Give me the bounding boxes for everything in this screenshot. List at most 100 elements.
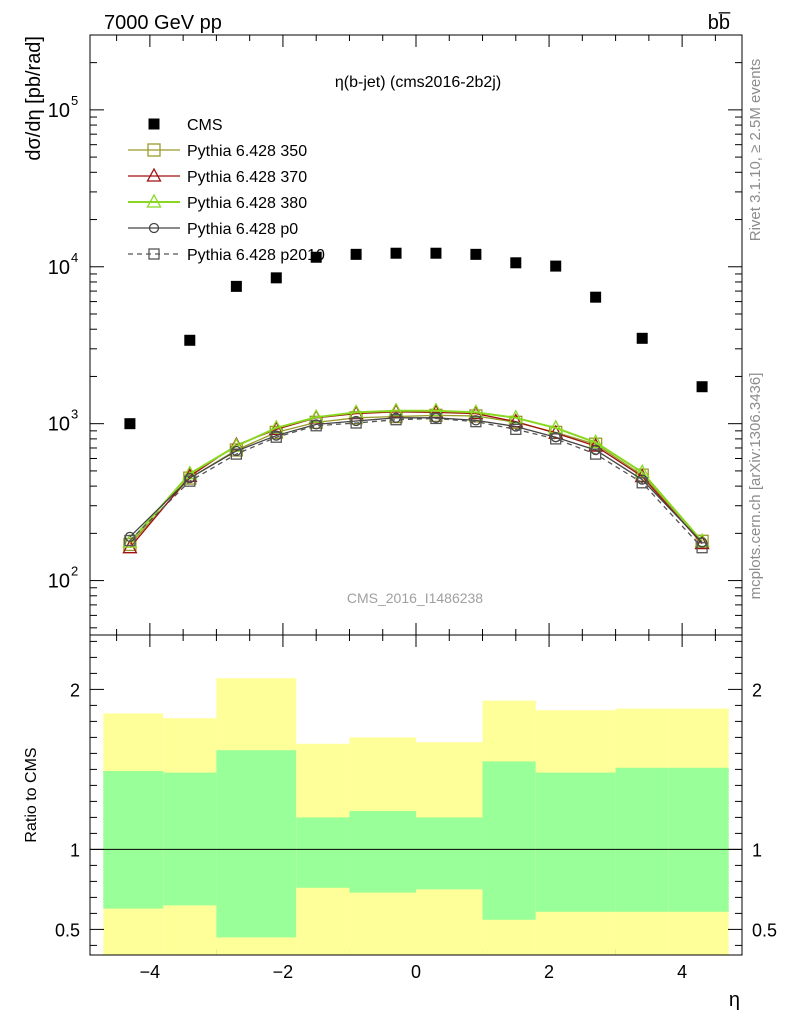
- cms-data-point: [550, 260, 562, 272]
- legend-marker: [146, 167, 162, 182]
- x-tick-label: 4: [677, 962, 687, 982]
- y-tick-label: 10: [48, 571, 70, 593]
- cms-data-point: [696, 381, 708, 393]
- ratio-y-tick-label: 0.5: [55, 920, 80, 940]
- inner-uncertainty-band: [349, 811, 416, 893]
- data-point-series-2: [548, 424, 564, 439]
- ratio-y-tick-label-right: 2: [752, 680, 762, 700]
- data-point-series-3: [428, 402, 444, 417]
- data-point-series-3: [388, 402, 404, 417]
- ratio-y-axis-label: Ratio to CMS: [23, 747, 40, 842]
- data-point-series-5: [184, 475, 196, 487]
- data-point-series-5: [636, 477, 648, 489]
- legend-marker: [148, 118, 160, 130]
- data-point-series-3: [508, 409, 524, 424]
- y-tick-exponent: 2: [71, 564, 78, 579]
- inner-uncertainty-band: [103, 771, 164, 909]
- inner-uncertainty-band: [416, 817, 483, 890]
- series-line-4: [129, 417, 703, 543]
- analysis-watermark: CMS_2016_I1486238: [347, 590, 483, 606]
- ratio-y-tick-label: 1: [70, 840, 80, 860]
- ratio-y-tick-label-right: 0.5: [752, 920, 777, 940]
- data-point-series-1: [123, 537, 137, 552]
- series-line-3: [129, 409, 703, 543]
- legend-label: Pythia 6.428 p0: [187, 221, 298, 238]
- cms-data-point: [636, 332, 648, 344]
- legend-marker: [146, 193, 162, 208]
- cms-data-point: [310, 251, 322, 263]
- data-point-series-5: [510, 423, 522, 436]
- ratio-plot-frame: [89, 634, 743, 956]
- series-line-5: [129, 417, 703, 549]
- data-point-series-5: [696, 542, 708, 554]
- series-line-1: [129, 414, 703, 545]
- cms-data-point: [590, 291, 602, 303]
- main-y-axis-label: dσ/dη [pb/rad]: [23, 36, 45, 161]
- data-point-series-3: [268, 419, 284, 434]
- inner-uncertainty-band: [216, 750, 297, 938]
- y-tick-label: 10: [48, 414, 70, 436]
- data-point-series-3: [122, 533, 138, 548]
- ratio-y-tick-label-right: 1: [752, 840, 762, 860]
- y-tick-exponent: 4: [71, 250, 78, 265]
- data-point-series-5: [589, 448, 602, 460]
- data-point-series-5: [310, 420, 322, 432]
- cms-data-point: [390, 247, 402, 259]
- x-tick-label: 2: [544, 962, 554, 982]
- cms-data-point: [510, 257, 522, 269]
- data-point-series-5: [124, 534, 136, 547]
- ratio-plot-area: −4 −2 0 2 4 0.5 0.5 1 1 2 2: [55, 640, 777, 982]
- inner-uncertainty-band: [163, 772, 217, 906]
- cms-data-point: [270, 272, 282, 284]
- cms-data-point: [124, 418, 136, 430]
- legend: CMS Pythia 6.428 350 Pythia 6.428 370 Pythi…: [128, 117, 325, 264]
- cms-data-point: [470, 248, 482, 260]
- mcplots-url-label: mcplots.cern.ch [arXiv:1306.3436]: [747, 373, 764, 600]
- header-process-label: bb̅: [708, 11, 731, 34]
- y-tick-exponent: 5: [71, 93, 78, 108]
- data-point-series-3: [588, 434, 604, 449]
- data-point-series-3: [694, 532, 710, 547]
- y-tick-label: 10: [48, 100, 70, 122]
- data-point-series-3: [468, 404, 484, 419]
- header-energy-label: 7000 GeV pp: [104, 12, 222, 34]
- series-line-2: [129, 411, 703, 549]
- data-point-series-5: [470, 416, 482, 428]
- cms-data-point: [230, 280, 242, 292]
- y-tick-label: 10: [48, 257, 70, 279]
- rivet-version-label: Rivet 3.1.10, ≥ 2.5M events: [747, 59, 764, 242]
- inner-uncertainty-band: [296, 817, 350, 888]
- data-point-series-5: [390, 414, 402, 426]
- legend-marker: [148, 222, 160, 234]
- legend-label: Pythia 6.428 p2010: [187, 247, 325, 264]
- legend-label: Pythia 6.428 380: [187, 195, 307, 212]
- data-point-series-5: [430, 412, 442, 425]
- ratio-plot-panel: −4 −2 0 2 4 0.5 0.5 1 1 2 2 Ratio to CMS η: [23, 634, 777, 1011]
- cms-data-point: [430, 247, 442, 259]
- data-point-series-5: [230, 448, 243, 460]
- data-point-series-5: [350, 417, 362, 429]
- inner-uncertainty-band: [482, 761, 536, 920]
- inner-uncertainty-band: [535, 772, 616, 912]
- legend-label: Pythia 6.428 350: [187, 143, 307, 160]
- x-axis-label: η: [729, 989, 740, 1011]
- cms-data-point: [184, 334, 196, 346]
- x-tick-label: −2: [273, 962, 294, 982]
- legend-marker: [148, 248, 160, 260]
- data-point-series-5: [270, 431, 282, 443]
- inner-uncertainty-band: [668, 767, 729, 912]
- inner-uncertainty-band: [615, 767, 669, 912]
- legend-label: Pythia 6.428 370: [187, 169, 307, 186]
- y-tick-exponent: 3: [71, 407, 78, 422]
- data-point-series-5: [550, 433, 562, 445]
- cms-data-point: [350, 248, 362, 260]
- ratio-y-tick-label: 2: [70, 680, 80, 700]
- legend-label: CMS: [187, 117, 223, 134]
- legend-marker: [147, 143, 161, 157]
- x-tick-label: 0: [411, 962, 421, 982]
- data-point-series-3: [308, 408, 324, 423]
- x-tick-label: −4: [140, 962, 161, 982]
